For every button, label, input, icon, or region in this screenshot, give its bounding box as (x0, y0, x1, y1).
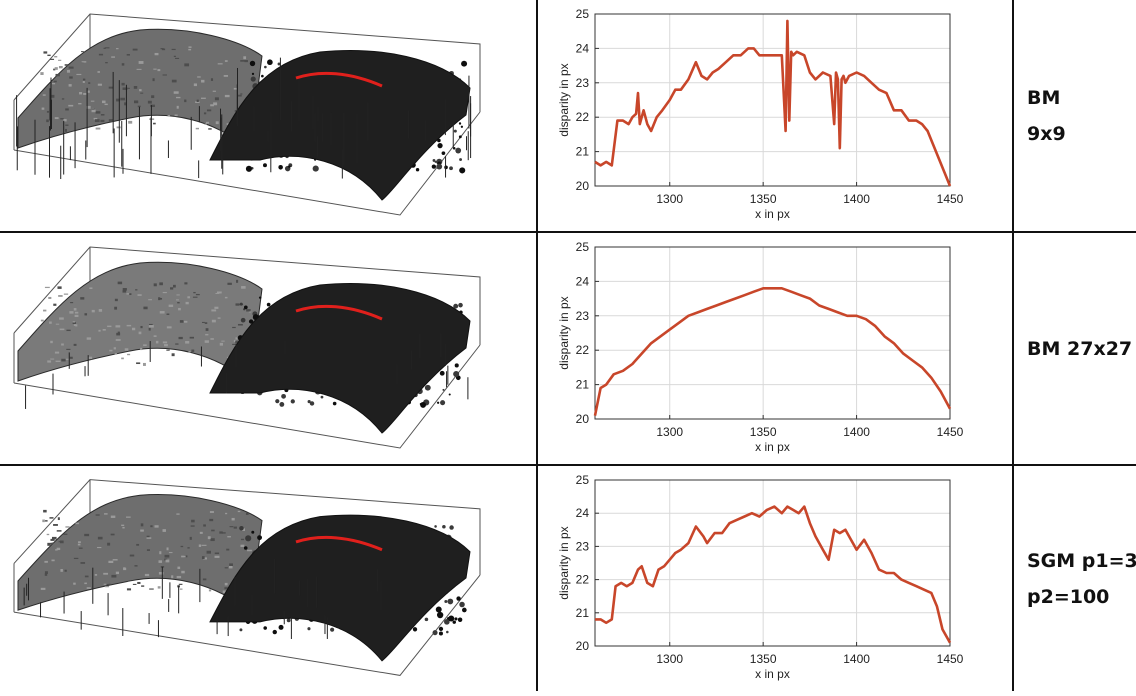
x-tick-label: 1300 (656, 192, 683, 206)
x-tick-label: 1400 (843, 652, 870, 666)
x-tick-label: 1450 (937, 652, 964, 666)
method-label-cell: BM 27x27 (1015, 233, 1136, 464)
chart-cell: 1300 1350 1400 1450 20 21 22 23 24 25 x in px dispa… (540, 0, 1012, 231)
disparity-series-line (594, 19, 952, 187)
y-tick-label: 22 (576, 343, 590, 357)
disparity-chart-bm-9x9: 1300 1350 1400 1450 20 21 22 23 24 25 x in px dispa… (557, 7, 964, 221)
x-tick-label: 1400 (843, 425, 870, 439)
surface-plot-bm-9x9 (13, 13, 481, 216)
surface-profile-line (295, 71, 383, 88)
surface-left-hump (17, 494, 263, 614)
surface-plot-cell (0, 466, 536, 691)
x-tick-label: 1350 (750, 652, 777, 666)
surface-right-hump (209, 283, 471, 434)
x-axis-label: x in px (755, 440, 790, 454)
method-label-cell: SGM p1=3 p2=100 (1015, 466, 1136, 691)
x-tick-label: 1400 (843, 192, 870, 206)
plot-frame (594, 246, 951, 420)
y-tick-label: 20 (576, 412, 590, 426)
table-row: 1300 1350 1400 1450 20 21 22 23 24 25 x in px dispa… (0, 0, 1136, 231)
plot-area (595, 480, 950, 646)
table-divider-vertical (1012, 0, 1014, 691)
y-tick-label: 21 (576, 145, 590, 159)
surface-plot-cell (0, 233, 536, 464)
y-tick-label: 22 (576, 573, 590, 587)
y-tick-label: 24 (576, 41, 590, 55)
y-tick-label: 25 (576, 473, 590, 487)
disparity-chart-sgm: 1300 1350 1400 1450 20 21 22 23 24 25 x in px dispa… (557, 473, 964, 681)
y-tick-label: 20 (576, 179, 590, 193)
y-tick-label: 25 (576, 240, 590, 254)
plot-area (595, 247, 950, 419)
table-divider-vertical (536, 0, 538, 691)
y-tick-label: 24 (576, 274, 590, 288)
method-label-line: BM (1027, 86, 1061, 109)
x-axis-label: x in px (755, 667, 790, 681)
x-tick-label: 1450 (937, 425, 964, 439)
surface-bounding-box (13, 246, 481, 449)
y-axis-label: disparity in px (557, 526, 571, 599)
surface-plot-cell (0, 0, 536, 231)
surface-profile-line (295, 535, 383, 552)
disparity-series-line (593, 286, 952, 416)
surface-noise-spikes (25, 333, 469, 409)
y-tick-label: 21 (576, 378, 590, 392)
method-label-line: 9x9 (1027, 122, 1066, 145)
method-label-line: BM 27x27 (1027, 337, 1133, 360)
method-label-line: SGM p1=3 (1027, 549, 1136, 572)
surface-right-hump (209, 514, 471, 662)
chart-cell: 1300 1350 1400 1450 20 21 22 23 24 25 x in px dispa… (540, 466, 1012, 691)
y-tick-label: 23 (576, 309, 590, 323)
y-tick-label: 23 (576, 76, 590, 90)
plot-frame (594, 13, 951, 187)
chart-cell: 1300 1350 1400 1450 20 21 22 23 24 25 x in px dispa… (540, 233, 1012, 464)
table-divider-horizontal (0, 231, 1136, 233)
surface-right-hump (209, 50, 471, 201)
x-tick-label: 1300 (656, 425, 683, 439)
table-row: 1300 1350 1400 1450 20 21 22 23 24 25 x in px dispa… (0, 233, 1136, 464)
y-tick-label: 20 (576, 639, 590, 653)
y-axis-label: disparity in px (557, 296, 571, 369)
surface-plot-sgm (13, 479, 481, 676)
x-tick-label: 1300 (656, 652, 683, 666)
x-tick-label: 1350 (750, 192, 777, 206)
table-row: 1300 1350 1400 1450 20 21 22 23 24 25 x in px dispa… (0, 466, 1136, 691)
y-tick-label: 21 (576, 606, 590, 620)
y-tick-label: 23 (576, 539, 590, 553)
plot-area (595, 14, 950, 186)
y-tick-label: 22 (576, 110, 590, 124)
method-label-line: p2=100 (1027, 585, 1110, 608)
x-tick-label: 1450 (937, 192, 964, 206)
y-tick-label: 25 (576, 7, 590, 21)
x-axis-label: x in px (755, 207, 790, 221)
method-label-cell: BM 9x9 (1015, 0, 1136, 231)
y-tick-label: 24 (576, 506, 590, 520)
disparity-chart-bm-27x27: 1300 1350 1400 1450 20 21 22 23 24 25 x in px dispa… (557, 240, 964, 454)
surface-noise-spikes (23, 558, 382, 639)
surface-profile-line (295, 304, 383, 321)
table-divider-horizontal (0, 464, 1136, 466)
plot-frame (594, 479, 951, 647)
surface-noise-spikes (16, 57, 472, 180)
y-axis-label: disparity in px (557, 63, 571, 136)
disparity-series-line (595, 505, 952, 644)
surface-plot-bm-27x27 (13, 246, 481, 449)
x-tick-label: 1350 (750, 425, 777, 439)
